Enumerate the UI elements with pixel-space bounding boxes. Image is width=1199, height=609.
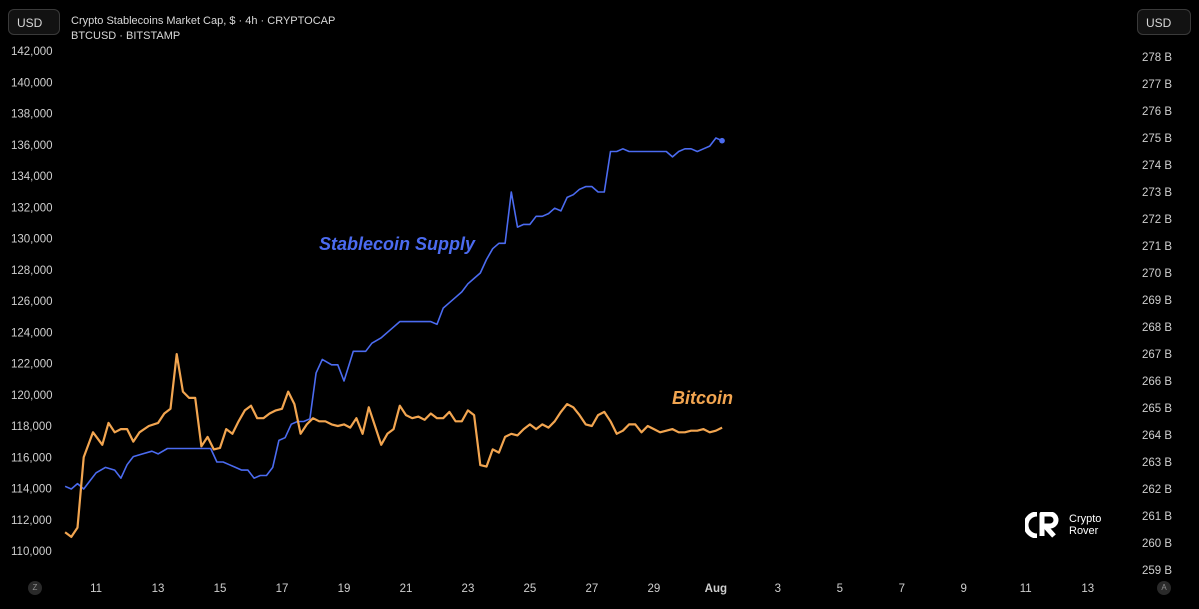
- right-axis-tick-label: 266 B: [1142, 376, 1172, 388]
- left-axis-tick-label: 118,000: [11, 421, 52, 433]
- right-axis-tick-label: 270 B: [1142, 268, 1172, 280]
- right-axis-tick-label: 267 B: [1142, 349, 1172, 361]
- x-axis-tick-label: 7: [899, 583, 905, 595]
- x-axis-tick-label: Aug: [705, 583, 727, 595]
- left-axis-tick-label: 128,000: [11, 265, 53, 277]
- x-axis-tick-label: 25: [524, 583, 537, 595]
- auto-scale-button[interactable]: A: [1157, 581, 1171, 595]
- right-axis-tick-label: 263 B: [1142, 457, 1172, 469]
- left-axis-tick-label: 136,000: [11, 140, 53, 152]
- x-axis-tick-label: 21: [400, 583, 413, 595]
- right-axis-tick-label: 277 B: [1142, 79, 1172, 91]
- x-axis-tick-label: 15: [214, 583, 227, 595]
- stablecoin-last-point: [719, 137, 725, 144]
- x-axis-tick-label: 11: [90, 583, 102, 595]
- x-axis-tick-label: 13: [152, 583, 165, 595]
- stablecoin-supply-label: Stablecoin Supply: [319, 234, 476, 254]
- right-axis-tick-label: 273 B: [1142, 187, 1172, 199]
- left-axis-tick-label: 122,000: [11, 359, 53, 371]
- crypto-rover-logo-icon: [1025, 512, 1059, 538]
- right-currency-selector[interactable]: USD: [1137, 9, 1191, 35]
- right-axis-tick-label: 275 B: [1142, 133, 1172, 145]
- left-currency-selector[interactable]: USD: [8, 9, 60, 35]
- right-axis-tick-label: 271 B: [1142, 241, 1172, 253]
- bitcoin-label: Bitcoin: [672, 388, 733, 408]
- right-axis-tick-label: 265 B: [1142, 403, 1172, 415]
- x-axis-tick-label: 29: [647, 583, 660, 595]
- right-axis-tick-label: 276 B: [1142, 106, 1172, 118]
- right-axis-tick-label: 274 B: [1142, 160, 1172, 172]
- right-axis-tick-label: 269 B: [1142, 295, 1172, 307]
- right-axis-tick-label: 272 B: [1142, 214, 1172, 226]
- x-axis-tick-label: 23: [462, 583, 475, 595]
- left-axis-tick-label: 138,000: [11, 109, 53, 121]
- stablecoin-supply-line: [64, 137, 723, 490]
- left-axis-tick-label: 126,000: [11, 296, 53, 308]
- time-zone-button[interactable]: Z: [28, 581, 42, 595]
- x-axis-tick-label: 19: [338, 583, 351, 595]
- left-axis-tick-label: 132,000: [11, 202, 53, 214]
- left-axis-tick-label: 134,000: [11, 171, 53, 183]
- right-axis-tick-label: 260 B: [1142, 538, 1172, 550]
- right-axis-tick-label: 262 B: [1142, 484, 1172, 496]
- x-axis-tick-label: 17: [276, 583, 289, 595]
- crypto-rover-logo: Crypto Rover: [1025, 511, 1115, 541]
- left-axis-tick-label: 142,000: [11, 46, 53, 58]
- x-axis-tick-label: 27: [586, 583, 599, 595]
- x-axis-tick-label: 3: [775, 583, 781, 595]
- left-axis-tick-label: 120,000: [11, 390, 53, 402]
- left-axis-tick-label: 124,000: [11, 327, 53, 339]
- x-axis-tick-label: 5: [837, 583, 843, 595]
- bitcoin-price-line: [64, 353, 723, 539]
- right-axis-tick-label: 259 B: [1142, 565, 1172, 577]
- x-axis-tick-label: 13: [1081, 583, 1094, 595]
- logo-text-line1: Crypto: [1069, 513, 1102, 525]
- left-axis-tick-label: 114,000: [11, 484, 52, 496]
- logo-text-line2: Rover: [1069, 525, 1099, 537]
- left-axis-tick-label: 130,000: [11, 234, 53, 246]
- bitcoin-series-legend[interactable]: BTCUSD · BITSTAMP: [71, 30, 181, 42]
- right-axis-tick-label: 264 B: [1142, 430, 1172, 442]
- x-axis-tick-label: 9: [961, 583, 967, 595]
- left-axis-tick-label: 110,000: [11, 546, 52, 558]
- stablecoin-series-legend[interactable]: Crypto Stablecoins Market Cap, $ · 4h · …: [71, 15, 336, 27]
- x-axis-tick-label: 11: [1020, 583, 1032, 595]
- left-axis-tick-label: 112,000: [11, 515, 52, 527]
- right-axis-tick-label: 261 B: [1142, 511, 1172, 523]
- left-axis-tick-label: 116,000: [11, 452, 52, 464]
- left-axis-tick-label: 140,000: [11, 77, 53, 89]
- right-axis-tick-label: 268 B: [1142, 322, 1172, 334]
- right-axis-tick-label: 278 B: [1142, 52, 1172, 64]
